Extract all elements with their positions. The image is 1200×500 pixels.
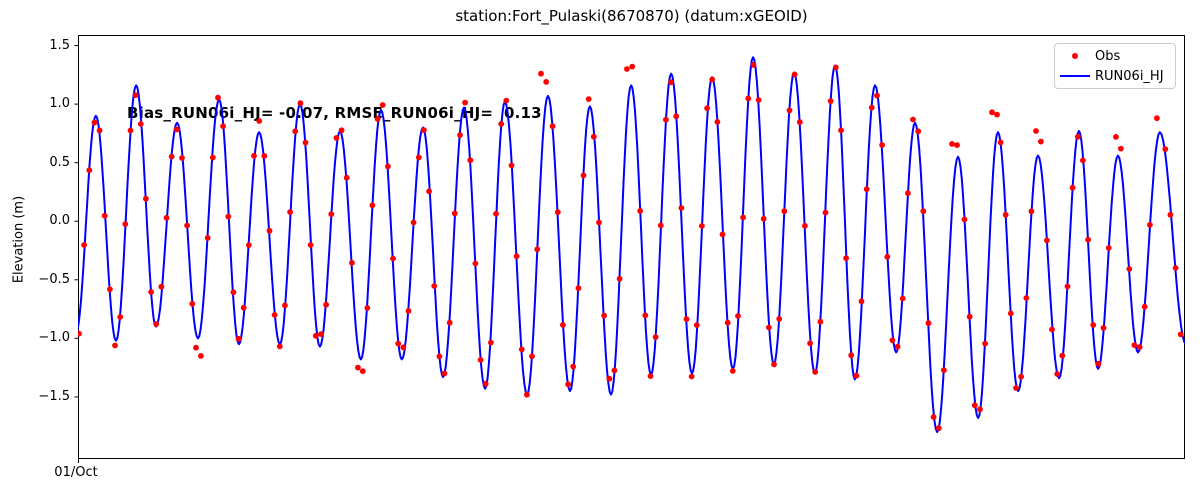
- y-tick-label: −1.5: [38, 388, 70, 404]
- axis-ticks: [74, 45, 79, 463]
- obs-marker-icon: [1055, 53, 1095, 59]
- y-tick-label: 0.5: [49, 154, 70, 170]
- y-tick-label: 1.0: [49, 96, 70, 112]
- legend-label-model: RUN06i_HJ: [1095, 68, 1164, 84]
- plot-frame: [78, 35, 1185, 459]
- model-line: [78, 56, 1185, 434]
- legend-item-model: RUN06i_HJ: [1055, 68, 1175, 85]
- obs-points: [78, 62, 1184, 432]
- model-line-icon: [1055, 75, 1095, 77]
- x-tick-label: 01/Oct: [54, 465, 98, 480]
- y-tick-label: −0.5: [38, 271, 70, 287]
- y-tick-label: −1.0: [38, 330, 70, 346]
- y-tick-label: 0.0: [49, 213, 70, 229]
- legend: Obs RUN06i_HJ: [1054, 43, 1176, 89]
- y-tick-label: 1.5: [49, 37, 70, 53]
- bias-rmse-annotation: Bias_RUN06i_HJ= -0.07, RMSE_RUN06i_HJ= 0…: [127, 104, 542, 122]
- legend-item-obs: Obs: [1055, 48, 1175, 65]
- chart-title: station:Fort_Pulaski(8670870) (datum:xGE…: [455, 7, 808, 25]
- legend-label-obs: Obs: [1095, 48, 1121, 64]
